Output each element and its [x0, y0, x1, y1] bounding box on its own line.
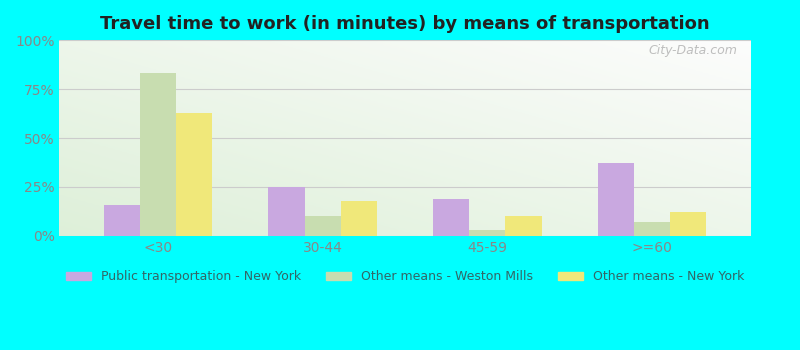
- Bar: [598, 163, 634, 236]
- Bar: [670, 212, 706, 236]
- Bar: [634, 222, 670, 236]
- Bar: [104, 204, 140, 236]
- Bar: [433, 199, 470, 236]
- Legend: Public transportation - New York, Other means - Weston Mills, Other means - New : Public transportation - New York, Other …: [61, 265, 750, 288]
- Bar: [341, 201, 377, 236]
- Bar: [176, 113, 213, 236]
- Bar: [506, 216, 542, 236]
- Title: Travel time to work (in minutes) by means of transportation: Travel time to work (in minutes) by mean…: [100, 15, 710, 33]
- Bar: [305, 216, 341, 236]
- Text: City-Data.com: City-Data.com: [648, 44, 737, 57]
- Bar: [140, 74, 176, 236]
- Bar: [470, 230, 506, 236]
- Bar: [269, 187, 305, 236]
